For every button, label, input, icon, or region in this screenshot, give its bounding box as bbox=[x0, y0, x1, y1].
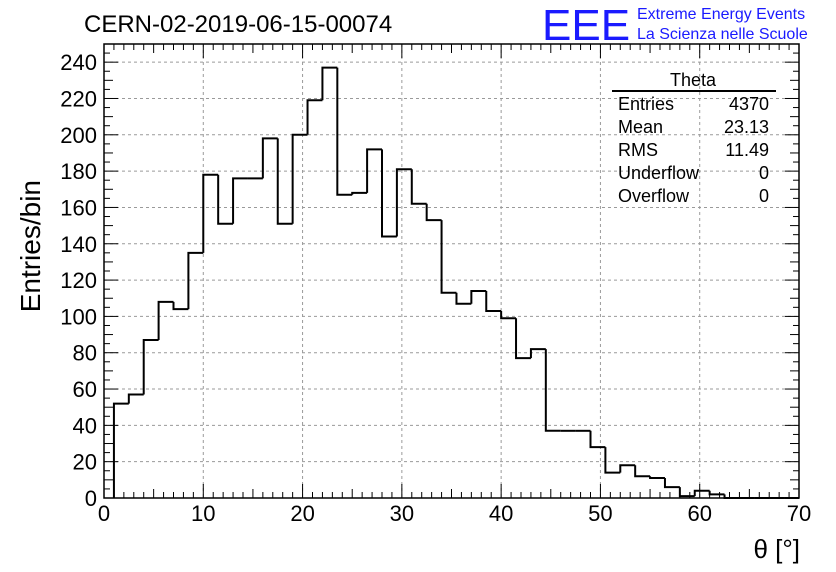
y-tick-label: 40 bbox=[73, 413, 97, 438]
y-tick-label: 100 bbox=[60, 304, 97, 329]
y-tick-label: 80 bbox=[73, 341, 97, 366]
stats-box: Theta Entries 4370 Mean 23.13 RMS 11.49 Underf… bbox=[612, 70, 776, 206]
y-tick-label: 0 bbox=[85, 486, 97, 511]
histogram-bin bbox=[202, 173, 219, 253]
histogram-bin bbox=[217, 174, 234, 225]
histogram-bin bbox=[634, 465, 651, 478]
grid-lines bbox=[104, 44, 799, 498]
x-tick-label: 70 bbox=[787, 501, 811, 526]
x-tick-label: 40 bbox=[489, 501, 513, 526]
histogram-bin bbox=[232, 177, 248, 224]
histogram-bin bbox=[529, 348, 546, 359]
histogram-bin bbox=[589, 430, 606, 449]
logo-mark: EEE bbox=[542, 1, 630, 50]
stats-row-label: Underflow bbox=[618, 163, 700, 183]
histogram-bin bbox=[321, 66, 338, 101]
y-tick-label: 60 bbox=[73, 377, 97, 402]
stats-row-label: Mean bbox=[618, 117, 663, 137]
stats-row-value: 4370 bbox=[729, 94, 769, 114]
histogram-bin bbox=[351, 191, 368, 195]
histogram-bin bbox=[649, 476, 665, 480]
histogram-bin bbox=[455, 292, 472, 305]
histogram-bin bbox=[261, 137, 278, 179]
y-tick-label: 140 bbox=[60, 232, 97, 257]
histogram-bin bbox=[187, 251, 204, 310]
x-tick-label: 60 bbox=[687, 501, 711, 526]
histogram-bin bbox=[336, 67, 353, 196]
histogram-bin bbox=[157, 300, 174, 341]
histogram-bin bbox=[127, 393, 144, 404]
stats-title: Theta bbox=[670, 70, 717, 90]
y-tick-label: 160 bbox=[60, 195, 97, 220]
histogram-bin bbox=[410, 169, 427, 205]
logo-line2: La Scienza nelle Scuole bbox=[637, 26, 808, 43]
stats-row-label: Entries bbox=[618, 94, 674, 114]
x-tick-label: 30 bbox=[390, 501, 414, 526]
tick-labels: 0 10 20 30 40 50 60 70 0 20 40 60 80 100 120 140 160 180 2… bbox=[60, 50, 811, 526]
y-axis-label: Entries/bin bbox=[15, 180, 46, 312]
x-tick-label: 50 bbox=[588, 501, 612, 526]
histogram-bin bbox=[172, 301, 189, 311]
y-tick-label: 200 bbox=[60, 123, 97, 148]
histogram-bin bbox=[485, 290, 502, 312]
histogram-bin bbox=[515, 318, 531, 360]
histogram-bin bbox=[276, 138, 293, 225]
x-tick-label: 0 bbox=[98, 501, 110, 526]
histogram-bin bbox=[693, 489, 710, 497]
histogram-bin bbox=[425, 203, 442, 222]
y-tick-label: 20 bbox=[73, 450, 97, 475]
stats-row-value: 11.49 bbox=[725, 140, 769, 160]
x-axis-label: θ [°] bbox=[753, 534, 800, 564]
stats-row-value: 0 bbox=[759, 163, 769, 183]
histogram-bin bbox=[395, 168, 412, 237]
histogram-bin bbox=[112, 402, 129, 498]
histogram-bin bbox=[142, 339, 159, 395]
x-tick-label: 10 bbox=[191, 501, 215, 526]
chart-title: CERN-02-2019-06-15-00074 bbox=[84, 11, 392, 38]
histogram-bin bbox=[291, 133, 308, 224]
histogram-bars bbox=[112, 66, 799, 499]
stats-row-value: 0 bbox=[759, 186, 769, 206]
logo-line1: Extreme Energy Events bbox=[637, 6, 805, 23]
axis-ticks bbox=[103, 43, 800, 499]
stats-row-value: 23.13 bbox=[724, 117, 769, 137]
histogram-bin bbox=[604, 447, 621, 474]
stats-row-label: RMS bbox=[618, 140, 658, 160]
eee-logo: EEE Extreme Energy Events La Scienza nel… bbox=[542, 1, 808, 50]
y-tick-label: 240 bbox=[60, 50, 97, 75]
histogram-bin bbox=[500, 310, 517, 320]
y-tick-label: 120 bbox=[60, 268, 97, 293]
stats-row-label: Overflow bbox=[618, 186, 690, 206]
y-tick-label: 220 bbox=[60, 86, 97, 111]
histogram-bin bbox=[381, 149, 397, 238]
y-tick-label: 180 bbox=[60, 159, 97, 184]
histogram-bin bbox=[619, 464, 636, 473]
histogram-bin bbox=[366, 148, 382, 193]
histogram-bin bbox=[663, 478, 680, 489]
histogram-bin bbox=[306, 99, 323, 135]
histogram-bin bbox=[440, 220, 457, 294]
histogram-bin bbox=[470, 289, 487, 304]
x-tick-label: 20 bbox=[290, 501, 314, 526]
histogram-bin bbox=[544, 349, 561, 432]
